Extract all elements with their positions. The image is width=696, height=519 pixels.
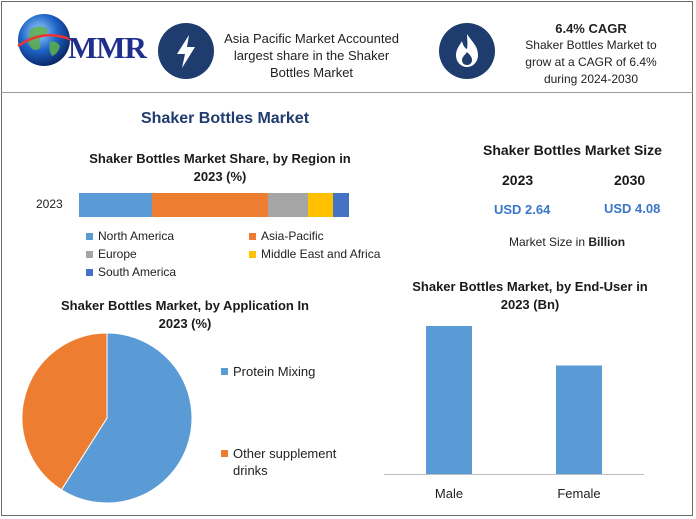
legend-swatch (249, 232, 256, 240)
callout-cagr-text: 6.4% CAGR Shaker Bottles Market to grow … (496, 20, 686, 88)
region-legend-item: Middle East and Africa (249, 247, 380, 261)
globe-icon (17, 14, 72, 66)
application-pie-chart (21, 332, 193, 504)
enduser-tick-label: Female (557, 486, 600, 501)
region-bar-segment-middle-east-and-africa (308, 193, 333, 217)
header-divider (1, 92, 693, 93)
cagr-title: 6.4% CAGR (555, 21, 627, 36)
legend-label: Europe (98, 247, 137, 261)
application-legend-item: Other supplement drinks (221, 445, 336, 479)
region-bar-segment-asia-pacific (151, 193, 268, 217)
region-bar-segment-north-america (79, 193, 152, 217)
region-stacked-bar (79, 193, 349, 217)
mmr-logo: MMR (12, 10, 147, 70)
legend-swatch (86, 232, 93, 240)
callout-region-text: Asia Pacific Market Accounted largest sh… (224, 31, 399, 80)
market-size-year-2023: 2023 (502, 172, 534, 188)
lightning-icon (158, 23, 214, 79)
market-size-title: Shaker Bottles Market Size (483, 142, 662, 158)
legend-swatch (249, 250, 256, 258)
legend-label: Protein Mixing (233, 364, 316, 379)
region-legend-item: Europe (86, 247, 137, 261)
region-legend-item: North America (86, 229, 174, 243)
market-size-value-2023: USD 2.64 (494, 202, 551, 217)
region-chart-title: Shaker Bottles Market Share, by Region i… (89, 151, 351, 184)
region-legend-item: South America (86, 265, 176, 279)
enduser-bar-female (556, 365, 602, 474)
legend-label: Other supplement drinks (233, 446, 337, 478)
region-bar-segment-europe (267, 193, 309, 217)
enduser-bar-chart: Male Female (384, 326, 644, 501)
legend-label: South America (98, 265, 177, 279)
application-chart-title: Shaker Bottles Market, by Application In… (60, 298, 309, 331)
legend-label: Asia-Pacific (261, 229, 324, 243)
enduser-chart-title: Shaker Bottles Market, by End-User in 20… (412, 279, 648, 312)
pie-slice-other-supplement-drinks (21, 332, 108, 491)
legend-swatch (86, 268, 93, 276)
logo-text: MMR (68, 30, 147, 65)
region-legend-item: Asia-Pacific (249, 229, 324, 243)
flame-icon (439, 23, 495, 79)
legend-swatch (221, 368, 228, 375)
region-bar-segment-south-america (332, 193, 349, 217)
enduser-bar-male (426, 326, 472, 474)
pie-slice-protein-mixing (60, 332, 193, 504)
market-size-year-2030: 2030 (614, 172, 646, 188)
market-size-value-2030: USD 4.08 (604, 201, 661, 216)
application-legend-item: Protein Mixing (221, 363, 315, 380)
page-title: Shaker Bottles Market (140, 110, 310, 127)
legend-label: North America (98, 229, 175, 243)
legend-label: Middle East and Africa (261, 247, 381, 261)
market-size-unit-note: Market Size in Billion (509, 235, 626, 249)
legend-swatch (221, 450, 228, 457)
region-category-label: 2023 (36, 197, 63, 211)
legend-swatch (86, 250, 93, 258)
enduser-tick-label: Male (435, 486, 463, 501)
